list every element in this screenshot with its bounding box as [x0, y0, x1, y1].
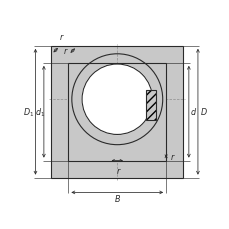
Bar	[51, 47, 182, 178]
Bar	[145, 91, 155, 120]
Bar	[68, 64, 165, 161]
Bar	[68, 64, 165, 161]
Text: r: r	[59, 33, 63, 42]
Bar	[68, 64, 165, 161]
Text: r: r	[64, 46, 67, 55]
Text: $D_1$: $D_1$	[22, 106, 34, 118]
Text: $d_1$: $d_1$	[35, 106, 45, 118]
Text: B: B	[114, 194, 120, 203]
Bar	[145, 91, 155, 120]
Text: r: r	[170, 152, 173, 161]
Text: D: D	[200, 108, 207, 117]
Text: d: d	[190, 108, 195, 117]
Text: r: r	[116, 166, 120, 175]
Bar	[145, 91, 155, 120]
Circle shape	[82, 65, 152, 135]
Bar	[51, 47, 182, 178]
